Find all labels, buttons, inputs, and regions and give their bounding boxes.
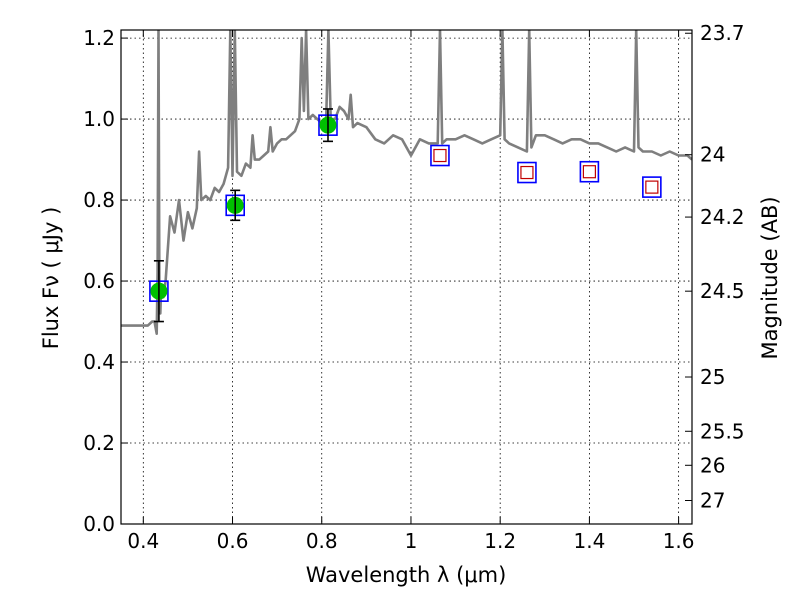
y2-tick-label: 25 — [700, 365, 725, 389]
y-tick-label: 1.2 — [83, 26, 115, 50]
model-point — [642, 176, 662, 198]
y-tick-label: 0.2 — [83, 431, 115, 455]
x-tick-label: 1.4 — [573, 529, 605, 553]
x-tick-label: 0.8 — [306, 529, 338, 553]
y-axis-ticks: 0.0 0.2 0.4 0.6 0.8 1.0 1.2 — [83, 26, 128, 536]
model-inner-marker — [520, 165, 534, 180]
plot-frame — [120, 29, 693, 525]
measured-point — [318, 108, 338, 143]
model-square-marker — [430, 144, 450, 167]
y2-axis-title: Magnitude (AB) — [758, 196, 782, 359]
y-tick-label: 0.6 — [83, 269, 115, 293]
y-axis-title: Flux Fν ( μJy ) — [39, 207, 63, 350]
model-point — [517, 161, 537, 184]
x-axis-title: Wavelength λ (μm) — [306, 563, 507, 587]
model-inner-marker — [645, 180, 659, 194]
model-square-marker — [642, 176, 662, 198]
x-tick-label: 1.6 — [663, 529, 695, 553]
x-tick-label: 1 — [405, 529, 418, 553]
y2-tick-label: 24 — [700, 143, 725, 167]
model-square-marker — [517, 161, 537, 184]
spectrum-layer — [121, 30, 692, 336]
model-inner-marker — [433, 148, 447, 163]
x-tick-label: 1.2 — [484, 529, 516, 553]
y2-tick-label: 23.7 — [700, 21, 745, 45]
photometry-points — [149, 108, 662, 323]
y-tick-label: 0.8 — [83, 188, 115, 212]
grid-lines — [121, 30, 692, 525]
model-point — [430, 144, 450, 167]
measured-point — [149, 260, 169, 323]
measured-point — [225, 189, 245, 222]
y-tick-label: 0.4 — [83, 350, 115, 374]
y2-tick-label: 26 — [700, 453, 725, 477]
x-tick-label: 0.6 — [217, 529, 249, 553]
y2-tick-label: 24.5 — [700, 279, 745, 303]
model-square-marker — [579, 160, 600, 183]
y2-axis-ticks: 23.7 24 24.2 24.5 25 25.5 26 27 — [685, 21, 745, 513]
x-tick-label: 0.4 — [127, 529, 159, 553]
spectrum-line — [121, 30, 692, 336]
x-axis-ticks: 0.4 0.6 0.8 1 1.2 1.4 1.6 — [127, 30, 695, 553]
y-tick-label: 0.0 — [83, 512, 115, 536]
y2-tick-label: 24.2 — [700, 205, 745, 229]
y-tick-label: 1.0 — [83, 107, 115, 131]
model-point — [579, 160, 600, 183]
model-inner-marker — [582, 165, 596, 179]
y2-tick-label: 27 — [700, 489, 725, 513]
y2-tick-label: 25.5 — [700, 419, 745, 443]
